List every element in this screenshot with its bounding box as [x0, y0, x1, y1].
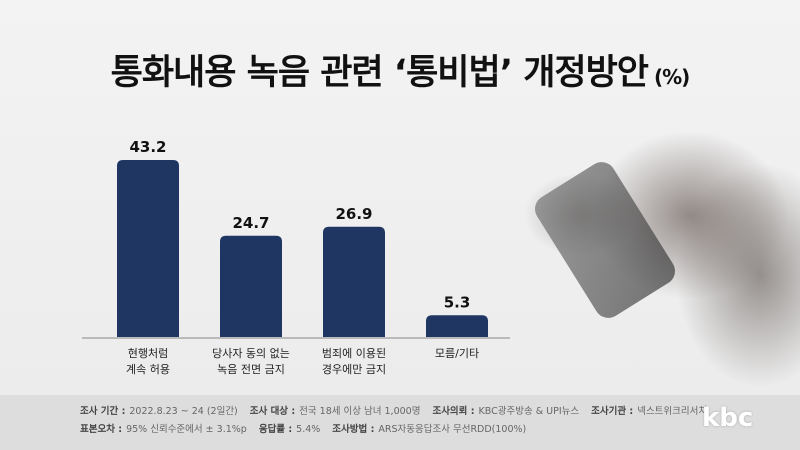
chart-title-text: 통화내용 녹음 관련 ‘통비법’ 개정방안 [110, 53, 649, 93]
footer-label: 조사기관 : [591, 406, 634, 417]
footer-label: 표본오차 : [80, 424, 123, 435]
category-label-3-0: 모름/기타 [435, 347, 479, 360]
data-label-3: 5.3 [444, 293, 471, 311]
footer-label: 조사 기간 : [80, 406, 126, 417]
bar-2 [323, 226, 385, 337]
chart-title: 통화내용 녹음 관련 ‘통비법’ 개정방안 (%) [0, 44, 800, 95]
data-label-2: 26.9 [335, 205, 372, 223]
kbc-logo: kbc [702, 403, 754, 433]
footer-label: 조사방법 : [332, 424, 375, 435]
bar-0 [117, 160, 179, 337]
bar-1 [220, 235, 282, 337]
footer-value: 95% 신뢰수준에서 ± 3.1%p [126, 424, 247, 435]
footer-label: 조사의뢰 : [432, 406, 475, 417]
survey-info-footer: 조사 기간 :2022.8.23 ~ 24 (2일간) 조사 대상 : 전국 18세… [0, 395, 800, 450]
footer-value: 2022.8.23 ~ 24 (2일간) [129, 406, 238, 417]
footer-line-1: 조사 기간 :2022.8.23 ~ 24 (2일간) 조사 대상 : 전국 18세… [80, 403, 719, 417]
data-label-0: 43.2 [129, 138, 166, 156]
footer-value: 넥스트위크리서치 [637, 406, 708, 417]
category-label-0-0: 현행처럼 [128, 347, 168, 360]
footer-value: ARS자동응답조사 무선RDD(100%) [378, 424, 527, 435]
category-label-0-1: 계속 허용 [126, 363, 170, 376]
bar-3 [426, 315, 488, 337]
footer-line-2: 표본오차 :95% 신뢰수준에서 ± 3.1%p 응답률 :5.4% 조사방법 :A… [80, 421, 538, 435]
footer-value: 전국 18세 이상 남녀 1,000명 [299, 406, 421, 417]
data-label-1: 24.7 [232, 214, 269, 232]
footer-label: 응답률 : [258, 424, 293, 435]
category-label-2-1: 경우에만 금지 [322, 363, 386, 376]
footer-value: KBC광주방송 & UPI뉴스 [478, 406, 580, 417]
chart-unit: (%) [654, 65, 690, 89]
category-label-1-0: 당사자 동의 없는 [212, 347, 290, 360]
category-label-2-0: 범죄에 이용된 [322, 347, 386, 360]
category-label-1-1: 녹음 전면 금지 [217, 363, 285, 376]
footer-value: 5.4% [296, 424, 321, 435]
footer-label: 조사 대상 : [249, 406, 296, 417]
